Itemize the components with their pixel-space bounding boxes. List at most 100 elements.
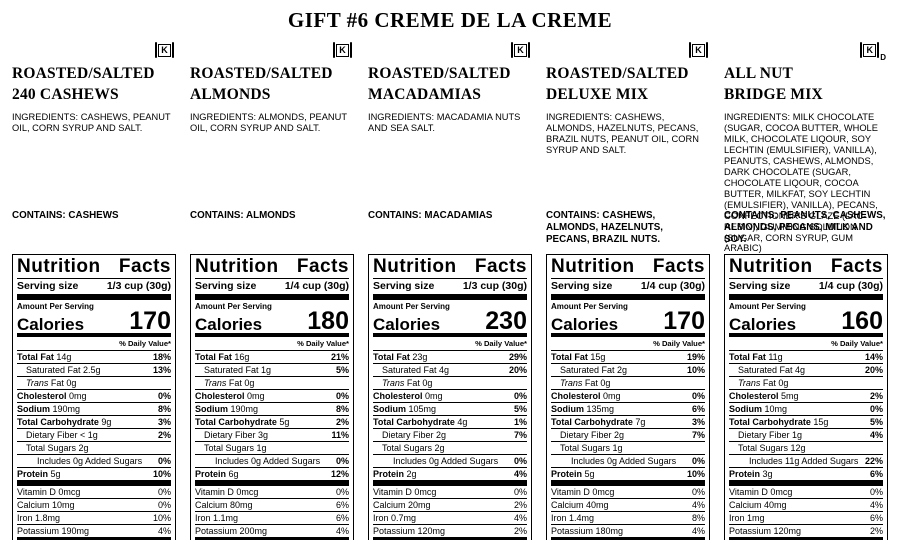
kosher-k-letter: K <box>692 43 705 57</box>
serving-size-row: Serving size 1/4 cup (30g) <box>195 277 349 294</box>
product-name-line: ROASTED/SALTED <box>546 65 689 82</box>
nutrient-name: Potassium 200mg <box>195 525 268 536</box>
nutrient-row: Trans Fat 0g <box>373 375 527 389</box>
nutrient-daily-value: 13% <box>152 364 171 375</box>
calories-value: 230 <box>485 307 527 336</box>
nutrient-daily-value: 0% <box>691 455 705 466</box>
product-name-line: ALL NUT <box>724 65 794 82</box>
vitamin-row: Potassium 120mg 2% <box>373 523 527 537</box>
scroll-rod-icon <box>333 42 335 58</box>
product-grid: K ROASTED/SALTED 240 CASHEWS INGREDIENTS:… <box>12 42 888 540</box>
thick-divider <box>551 332 705 337</box>
nutrient-row: Dietary Fiber 2g 7% <box>551 427 705 441</box>
product-name: ROASTED/SALTED DELUXE MIX <box>546 64 710 106</box>
nutrient-name: Sodium 10mg <box>729 403 788 414</box>
nutrient-name: Iron 1.1mg <box>195 512 239 523</box>
nutrient-daily-value: 4% <box>335 525 349 536</box>
nutrient-name: Total Carbohydrate 5g <box>195 416 290 427</box>
vitamin-row: Vitamin D 0mcg 0% <box>17 486 171 498</box>
nutrient-name: Calcium 40mg <box>551 499 609 510</box>
nutrient-row: Total Sugars 1g <box>551 440 705 454</box>
nutrient-row: Cholesterol 0mg 0% <box>17 388 171 402</box>
serving-size-value: 1/4 cup (30g) <box>818 279 883 292</box>
nutrient-name: Total Sugars 12g <box>738 442 806 453</box>
nutrient-daily-value: 8% <box>691 512 705 523</box>
thick-divider <box>373 332 527 337</box>
nutrient-daily-value: 2% <box>513 525 527 536</box>
nutrient-daily-value: 0% <box>513 390 527 401</box>
nutrient-row: Total Carbohydrate 7g 3% <box>551 414 705 428</box>
nutrient-name: Vitamin D 0mcg <box>729 486 793 497</box>
nutrient-name: Calcium 40mg <box>729 499 787 510</box>
serving-size-value: 1/4 cup (30g) <box>640 279 705 292</box>
thick-divider <box>373 293 527 300</box>
nutrient-name: Total Fat 11g <box>729 351 783 362</box>
thick-divider <box>551 293 705 300</box>
nutrition-facts-title: Nutrition Facts <box>17 257 171 278</box>
scroll-rod-icon <box>860 42 863 58</box>
product-name-line: MACADAMIAS <box>368 85 482 103</box>
nutrient-name: Sodium 190mg <box>195 403 259 414</box>
nutrient-name: Dietary Fiber 2g <box>560 429 625 440</box>
contains-text: CONTAINS: PEANUTS, CASHEWS, ALMONDS, PEC… <box>724 210 886 246</box>
serving-size-label: Serving size <box>729 279 791 292</box>
nutrient-rows: Total Fat 15g 19% Saturated Fat 2g 10% T… <box>551 349 705 480</box>
nutrient-row: Saturated Fat 2.5g 13% <box>17 362 171 376</box>
nutrient-row: Sodium 105mg 5% <box>373 401 527 415</box>
nutrient-name: Dietary Fiber 1g <box>738 429 803 440</box>
nutrient-daily-value: 8% <box>157 403 171 414</box>
vitamin-rows: Vitamin D 0mcg 0% Calcium 40mg 4% Iron 1… <box>551 486 705 537</box>
nutrient-daily-value: 6% <box>869 468 883 479</box>
daily-value-header: % Daily Value* <box>831 338 883 348</box>
nutrition-label: Nutrition Facts Serving size 1/3 cup (30… <box>12 254 176 540</box>
contains-text: CONTAINS: ALMONDS <box>190 210 296 221</box>
thick-divider <box>17 479 171 486</box>
vitamin-row: Calcium 20mg 2% <box>373 497 527 511</box>
nutrient-name: Includes 0g Added Sugars <box>215 455 321 466</box>
vitamin-row: Calcium 40mg 4% <box>551 497 705 511</box>
daily-value-header: % Daily Value* <box>119 338 171 348</box>
nutrient-daily-value: 0% <box>157 499 171 510</box>
product-name-line: ALMONDS <box>190 85 271 103</box>
nutrient-daily-value: 21% <box>330 351 349 362</box>
nutrient-daily-value: 2% <box>335 416 349 427</box>
nutrient-name: Total Fat 23g <box>373 351 428 362</box>
thick-divider <box>17 536 171 540</box>
nutrient-daily-value: 19% <box>686 351 705 362</box>
nutrient-row: Total Carbohydrate 15g 5% <box>729 414 883 428</box>
nutrient-row: Total Fat 16g 21% <box>195 349 349 363</box>
calories-label: Calories <box>195 314 263 334</box>
nutrient-name: Calcium 80mg <box>195 499 253 510</box>
scroll-rod-icon <box>877 42 880 58</box>
thick-divider <box>551 536 705 540</box>
nutrient-name: Total Carbohydrate 4g <box>373 416 468 427</box>
kosher-k-letter: K <box>514 43 527 57</box>
nutrient-name: Iron 1.4mg <box>551 512 595 523</box>
vitamin-row: Iron 1.4mg 8% <box>551 510 705 524</box>
product-name-line: 240 CASHEWS <box>12 85 119 103</box>
kosher-scroll-k-icon: K <box>333 42 352 58</box>
product-name: ROASTED/SALTED ALMONDS <box>190 64 354 106</box>
daily-value-header: % Daily Value* <box>297 338 349 348</box>
nutrient-daily-value: 0% <box>335 455 349 466</box>
kosher-scroll-k-icon: K <box>860 42 880 58</box>
nutrient-row: Cholesterol 0mg 0% <box>551 388 705 402</box>
amount-per-serving-label: Amount Per Serving <box>195 301 272 311</box>
nutrient-name: Saturated Fat 2.5g <box>26 364 101 375</box>
nutrient-name: Total Carbohydrate 7g <box>551 416 646 427</box>
calories-row: Calories 170 <box>551 309 705 333</box>
nutrition-facts-title: Nutrition Facts <box>195 257 349 278</box>
nutrient-daily-value: 3% <box>691 416 705 427</box>
nutrient-daily-value: 10% <box>152 468 171 479</box>
nutrient-name: Potassium 180mg <box>551 525 624 536</box>
nutrient-name: Calcium 20mg <box>373 499 431 510</box>
nutrient-daily-value: 6% <box>691 403 705 414</box>
thick-divider <box>373 536 527 540</box>
serving-size-label: Serving size <box>551 279 613 292</box>
serving-size-row: Serving size 1/4 cup (30g) <box>729 277 883 294</box>
nutrient-row: Total Sugars 1g <box>195 440 349 454</box>
product-name: ROASTED/SALTED MACADAMIAS <box>368 64 532 106</box>
nutrient-daily-value: 10% <box>152 512 171 523</box>
nutrient-row: Sodium 190mg 8% <box>17 401 171 415</box>
nutrient-row: Protein 6g 12% <box>195 466 349 480</box>
